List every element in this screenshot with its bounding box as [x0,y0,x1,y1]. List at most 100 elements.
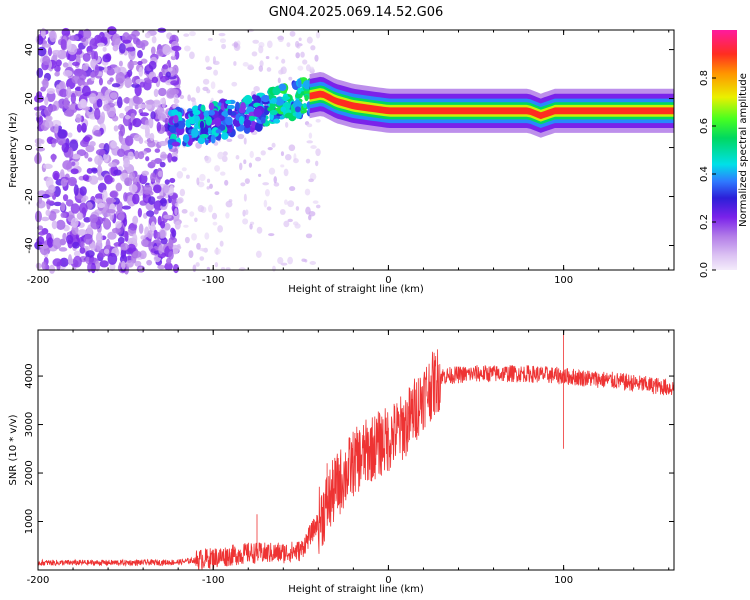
ridge-blob [294,106,301,113]
noise-blob [128,98,134,110]
noise-blob [71,161,76,167]
colorbar-tick-label: 0.2 [699,214,710,230]
noise-blob [219,240,224,247]
noise-blob [295,206,300,211]
noise-blob [242,209,246,217]
noise-blob [181,209,188,214]
noise-blob [267,147,273,151]
noise-blob [287,200,295,208]
ridge-blob [253,108,263,117]
noise-blob [107,26,117,36]
noise-blob [150,172,156,183]
noise-blob [134,97,143,105]
y-tick-label: -40 [24,237,35,253]
noise-blob [132,117,142,128]
noise-blob [82,174,89,181]
noise-blob [157,87,167,97]
ridge-blob [238,106,246,114]
noise-blob [163,214,172,219]
noise-blob [243,193,247,202]
noise-blob [91,50,96,61]
noise-blob [243,159,247,165]
noise-blob [73,250,81,257]
noise-blob [160,154,170,159]
colorbar-gradient [712,30,737,270]
noise-blob [124,177,133,187]
noise-blob [116,148,126,158]
x-tick-label: -100 [202,275,225,286]
top-y-ticks: -40 -20 0 20 40 [24,43,674,254]
bottom-x-axis-label: Height of straight line (km) [288,584,424,595]
ridge-blob [297,87,302,94]
noise-blob [49,264,56,274]
noise-blob [312,200,319,204]
noise-blob [139,173,148,185]
noise-blob [280,151,285,157]
noise-blob [265,55,270,60]
noise-blob [95,149,106,156]
noise-blob [171,45,182,52]
noise-blob [196,177,200,186]
noise-blob [78,202,88,215]
ridge-blob [208,110,216,116]
noise-blob [249,150,254,159]
noise-blob [74,86,83,91]
noise-blob [224,179,229,186]
noise-blob [300,51,305,58]
noise-blob [264,189,270,197]
bottom-y-ticks: 1000 2000 3000 4000 [24,363,674,534]
noise-blob [70,153,81,160]
noise-blob [148,60,157,70]
noise-blob [157,264,166,270]
noise-blob [104,217,110,227]
noise-blob [252,39,260,44]
noise-blob [304,188,311,196]
noise-blob [170,227,175,234]
noise-blob [80,98,88,109]
spectrogram-ridge [167,72,674,150]
noise-blob [80,241,85,249]
noise-blob [170,55,177,61]
noise-blob [284,121,289,128]
noise-blob [139,250,147,260]
noise-blob [258,65,264,72]
noise-blob [113,169,122,176]
noise-blob [44,96,49,106]
noise-blob [212,221,218,226]
colorbar: 0.0 0.2 0.4 0.6 0.8 Normalized spectral ampl… [699,30,749,278]
noise-blob [59,88,68,98]
x-tick-label: 0 [385,575,391,586]
noise-blob [149,132,155,142]
bottom-y-axis-label: SNR (10 * v/v) [8,414,19,485]
colorbar-tick-label: 0.8 [699,70,710,86]
noise-blob [132,250,142,258]
noise-blob [79,186,87,196]
noise-blob [214,191,220,196]
noise-blob [132,177,138,186]
noise-blob [63,97,70,109]
noise-blob [207,37,213,42]
noise-blob [111,227,121,234]
noise-blob [277,256,284,265]
noise-blob [305,158,311,164]
noise-blob [124,115,131,120]
noise-blob [304,259,308,263]
noise-blob [140,235,146,240]
noise-blob [315,148,321,157]
noise-blob [79,247,86,254]
noise-blob [306,123,313,128]
noise-blob [124,135,134,146]
noise-blob [284,154,292,161]
noise-blob [259,60,264,67]
noise-blob [103,248,110,255]
noise-blob [214,262,219,268]
noise-blob [101,95,107,102]
noise-blob [44,106,52,117]
noise-blob [160,97,166,104]
ridge-blob [235,101,240,111]
noise-blob [54,71,60,77]
noise-blob [46,88,56,95]
top-x-axis-label: Height of straight line (km) [288,284,424,295]
noise-blob [119,124,126,137]
ridge-blob [192,109,201,116]
